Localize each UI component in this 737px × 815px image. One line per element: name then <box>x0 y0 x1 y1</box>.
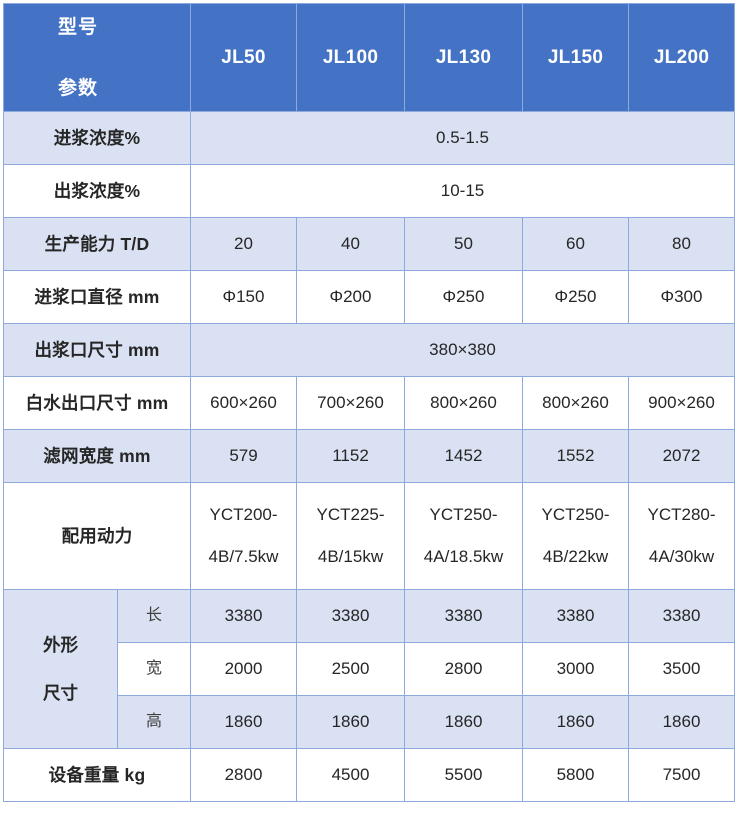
motor-model-line1: YCT280- <box>647 505 716 525</box>
table-row: 设备重量 kg 2800 4500 5500 5800 7500 <box>3 748 735 802</box>
cell-whitewater-jl100: 700×260 <box>296 376 405 430</box>
spec-table-container: 型号 参数 JL50 JL100 JL130 JL150 JL200 进浆浓度%… <box>3 3 735 802</box>
cell-outlet-consistency-all: 10-15 <box>190 164 735 218</box>
motor-model-line2: 4B/7.5kw <box>208 547 279 566</box>
row-label-outlet-consistency: 出浆浓度% <box>3 164 191 218</box>
cell-capacity-jl130: 50 <box>404 217 523 271</box>
sub-row-label-height: 高 <box>117 695 191 749</box>
cell-weight-jl50: 2800 <box>190 748 297 802</box>
cell-capacity-jl200: 80 <box>628 217 735 271</box>
cell-height-jl50: 1860 <box>190 695 297 749</box>
cell-screen-width-jl130: 1452 <box>404 429 523 483</box>
cell-inlet-diameter-jl100: Φ200 <box>296 270 405 324</box>
header-corner-cell: 型号 参数 <box>3 3 191 112</box>
cell-capacity-jl100: 40 <box>296 217 405 271</box>
cell-screen-width-jl150: 1552 <box>522 429 629 483</box>
cell-whitewater-jl200: 900×260 <box>628 376 735 430</box>
cell-inlet-consistency-all: 0.5-1.5 <box>190 111 735 165</box>
table-header: 型号 参数 JL50 JL100 JL130 JL150 JL200 <box>3 3 735 112</box>
table-row: 进浆口直径 mm Φ150 Φ200 Φ250 Φ250 Φ300 <box>3 270 735 324</box>
table-row: 宽 2000 2500 2800 3000 3500 <box>4 642 735 696</box>
motor-model-line2: 4A/18.5kw <box>423 547 504 566</box>
table-row: 配用动力 YCT200- 4B/7.5kw YCT225- 4B/15kw YC <box>3 482 735 590</box>
table-row: 白水出口尺寸 mm 600×260 700×260 800×260 800×26… <box>3 376 735 430</box>
cell-width-jl150: 3000 <box>522 642 629 696</box>
row-label-equipment-weight: 设备重量 kg <box>3 748 191 802</box>
cell-motor-jl200: YCT280- 4A/30kw <box>628 482 735 590</box>
cell-capacity-jl50: 20 <box>190 217 297 271</box>
header-parameter-label: 参数 <box>57 78 98 100</box>
table-body: 进浆浓度% 0.5-1.5 出浆浓度% 10-15 生产能力 T/D 20 40… <box>3 111 735 802</box>
motor-model-line1: YCT250- <box>429 505 498 525</box>
cell-height-jl200: 1860 <box>628 695 735 749</box>
header-model-jl150: JL150 <box>522 3 629 112</box>
cell-screen-width-jl50: 579 <box>190 429 297 483</box>
row-label-inlet-diameter: 进浆口直径 mm <box>3 270 191 324</box>
cell-capacity-jl150: 60 <box>522 217 629 271</box>
motor-model-line2: 4B/22kw <box>542 547 609 566</box>
header-row: 型号 参数 JL50 JL100 JL130 JL150 JL200 <box>3 3 735 112</box>
header-model-jl200: JL200 <box>628 3 735 112</box>
cell-weight-jl130: 5500 <box>404 748 523 802</box>
row-label-inlet-consistency: 进浆浓度% <box>3 111 191 165</box>
header-model-jl100: JL100 <box>296 3 405 112</box>
cell-length-jl130: 3380 <box>404 589 523 643</box>
cell-screen-width-jl200: 2072 <box>628 429 735 483</box>
row-label-outlet-size: 出浆口尺寸 mm <box>3 323 191 377</box>
table-row: 滤网宽度 mm 579 1152 1452 1552 2072 <box>3 429 735 483</box>
cell-inlet-diameter-jl130: Φ250 <box>404 270 523 324</box>
cell-weight-jl100: 4500 <box>296 748 405 802</box>
cell-screen-width-jl100: 1152 <box>296 429 405 483</box>
specification-table: 型号 参数 JL50 JL100 JL130 JL150 JL200 进浆浓度%… <box>3 3 735 802</box>
row-label-whitewater-outlet-size: 白水出口尺寸 mm <box>3 376 191 430</box>
cell-width-jl50: 2000 <box>190 642 297 696</box>
table-row: 生产能力 T/D 20 40 50 60 80 <box>3 217 735 271</box>
cell-whitewater-jl130: 800×260 <box>404 376 523 430</box>
table-row: 进浆浓度% 0.5-1.5 <box>3 111 735 165</box>
cell-inlet-diameter-jl200: Φ300 <box>628 270 735 324</box>
header-model-label: 型号 <box>57 17 98 38</box>
cell-outlet-size-all: 380×380 <box>190 323 735 377</box>
overall-dimensions-line2: 尺寸 <box>43 683 78 703</box>
table-row: 外形 尺寸 长 3380 3380 3380 3380 3380 <box>3 589 735 749</box>
cell-length-jl100: 3380 <box>296 589 405 643</box>
motor-model-line2: 4A/30kw <box>648 547 715 566</box>
header-model-jl130: JL130 <box>404 3 523 112</box>
motor-model-line1: YCT250- <box>541 505 610 525</box>
cell-inlet-diameter-jl50: Φ150 <box>190 270 297 324</box>
cell-whitewater-jl150: 800×260 <box>522 376 629 430</box>
cell-width-jl130: 2800 <box>404 642 523 696</box>
cell-inlet-diameter-jl150: Φ250 <box>522 270 629 324</box>
cell-motor-jl150: YCT250- 4B/22kw <box>522 482 629 590</box>
motor-model-line1: YCT225- <box>316 505 385 525</box>
cell-weight-jl150: 5800 <box>522 748 629 802</box>
header-model-jl50: JL50 <box>190 3 297 112</box>
cell-height-jl150: 1860 <box>522 695 629 749</box>
overall-dimensions-line1: 外形 <box>43 634 78 655</box>
table-row: 出浆口尺寸 mm 380×380 <box>3 323 735 377</box>
cell-height-jl100: 1860 <box>296 695 405 749</box>
row-label-motor-power: 配用动力 <box>3 482 191 590</box>
cell-width-jl200: 3500 <box>628 642 735 696</box>
cell-height-jl130: 1860 <box>404 695 523 749</box>
row-label-screen-width: 滤网宽度 mm <box>3 429 191 483</box>
motor-model-line1: YCT200- <box>209 505 278 525</box>
table-row: 出浆浓度% 10-15 <box>3 164 735 218</box>
cell-width-jl100: 2500 <box>296 642 405 696</box>
table-row: 高 1860 1860 1860 1860 1860 <box>4 695 735 749</box>
row-label-overall-dimensions: 外形 尺寸 <box>3 589 118 749</box>
cell-length-jl50: 3380 <box>190 589 297 643</box>
motor-model-line2: 4B/15kw <box>317 547 384 566</box>
cell-length-jl200: 3380 <box>628 589 735 643</box>
row-label-capacity: 生产能力 T/D <box>3 217 191 271</box>
cell-weight-jl200: 7500 <box>628 748 735 802</box>
sub-row-label-width: 宽 <box>117 642 191 696</box>
cell-motor-jl50: YCT200- 4B/7.5kw <box>190 482 297 590</box>
sub-row-label-length: 长 <box>117 589 191 643</box>
cell-length-jl150: 3380 <box>522 589 629 643</box>
cell-motor-jl100: YCT225- 4B/15kw <box>296 482 405 590</box>
cell-motor-jl130: YCT250- 4A/18.5kw <box>404 482 523 590</box>
cell-whitewater-jl50: 600×260 <box>190 376 297 430</box>
